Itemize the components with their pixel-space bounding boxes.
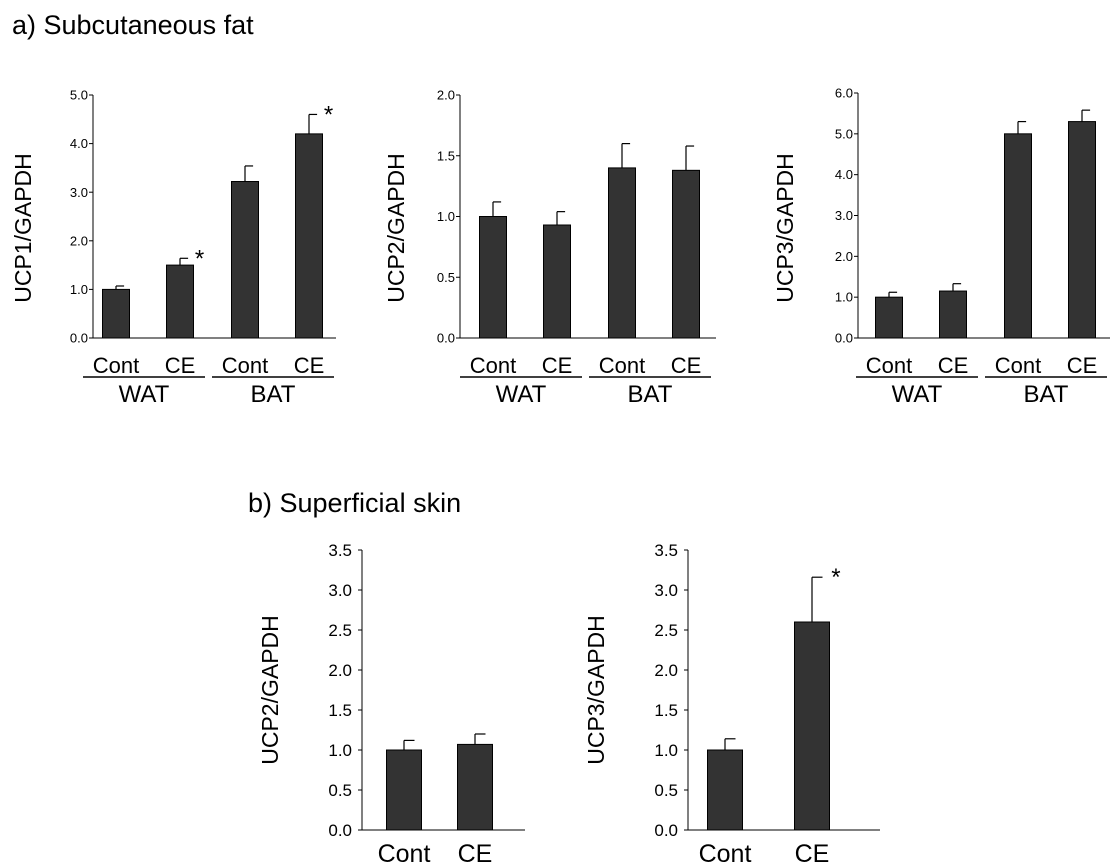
y-axis-label: UCP3/GAPDH (583, 615, 609, 765)
chart-5: 0.0 0.5 1.0 1.5 2.0 2.5 3.0 3.5 UCP3/GAPDH Cont * C… (583, 541, 880, 865)
category-label: CE (1067, 353, 1098, 378)
group-label: BAT (1024, 381, 1069, 408)
group-label: WAT (119, 381, 170, 408)
group-label: BAT (628, 381, 673, 408)
y-axis-label: UCP2/GAPDH (383, 153, 409, 303)
y-tick-label: 0.0 (437, 331, 455, 346)
y-tick-label: 3.0 (835, 208, 853, 223)
category-label: Cont (93, 353, 139, 378)
significance-marker: * (324, 101, 333, 128)
category-label: CE (795, 840, 830, 865)
y-tick-label: 1.5 (654, 701, 678, 720)
y-tick-label: 4.0 (70, 136, 88, 151)
y-tick-label: 0.5 (654, 781, 678, 800)
bar (939, 290, 967, 339)
bar (608, 167, 636, 339)
bar (166, 264, 194, 339)
y-tick-label: 1.0 (835, 290, 853, 305)
bar (1004, 133, 1032, 339)
category-label: CE (542, 353, 573, 378)
bar (295, 133, 323, 339)
bar (1068, 121, 1096, 339)
group-label: BAT (251, 381, 296, 408)
category-label: CE (938, 353, 969, 378)
y-tick-label: 2.0 (835, 249, 853, 264)
y-axis-label: UCP2/GAPDH (257, 615, 283, 765)
y-tick-label: 1.0 (654, 741, 678, 760)
group-label: WAT (892, 381, 943, 408)
y-tick-label: 1.0 (328, 741, 352, 760)
bar (102, 288, 130, 339)
category-label: Cont (378, 840, 431, 865)
chart-4: 0.0 0.5 1.0 1.5 2.0 2.5 3.0 3.5 UCP2/GAPDH Cont CE (257, 541, 525, 865)
category-label: Cont (599, 353, 645, 378)
section-b-title: b) Superficial skin (248, 488, 462, 518)
y-tick-label: 1.5 (328, 701, 352, 720)
category-label: Cont (699, 840, 752, 865)
bar (543, 224, 571, 339)
category-label: CE (165, 353, 196, 378)
section-a-title: a) Subcutaneous fat (12, 10, 254, 40)
category-label: Cont (470, 353, 516, 378)
y-tick-label: 4.0 (835, 167, 853, 182)
y-tick-label: 0.0 (654, 821, 678, 840)
bar (386, 749, 422, 831)
bar (875, 296, 903, 339)
y-tick-label: 5.0 (70, 88, 88, 103)
y-tick-label: 1.5 (437, 148, 455, 163)
bar (479, 216, 507, 339)
category-label: CE (294, 353, 325, 378)
bar (707, 749, 743, 831)
y-tick-label: 2.0 (437, 88, 455, 103)
category-label: Cont (995, 353, 1041, 378)
y-axis-label: UCP3/GAPDH (772, 153, 798, 303)
category-label: Cont (222, 353, 268, 378)
y-tick-label: 3.0 (70, 185, 88, 200)
y-tick-label: 2.5 (654, 621, 678, 640)
y-tick-label: 2.0 (328, 661, 352, 680)
category-label: CE (671, 353, 702, 378)
category-label: CE (458, 840, 493, 865)
y-tick-label: 2.0 (70, 233, 88, 248)
bar (794, 621, 830, 831)
chart-3: 0.0 1.0 2.0 3.0 4.0 5.0 6.0 UCP3/GAPDH Cont CE Con… (772, 86, 1110, 408)
y-tick-label: 0.0 (328, 821, 352, 840)
chart-2: 0.0 0.5 1.0 1.5 2.0 UCP2/GAPDH Cont CE Cont CE WAT… (383, 88, 716, 408)
y-tick-label: 3.5 (654, 541, 678, 560)
y-tick-label: 3.5 (328, 541, 352, 560)
chart-1: 0.0 1.0 2.0 3.0 4.0 5.0 UCP1/GAPDH Cont * CE Cont *… (10, 88, 336, 408)
y-tick-label: 5.0 (835, 126, 853, 141)
y-tick-label: 3.0 (654, 581, 678, 600)
bar (231, 181, 259, 339)
y-tick-label: 6.0 (835, 86, 853, 101)
y-tick-label: 2.0 (654, 661, 678, 680)
y-tick-label: 1.0 (70, 282, 88, 297)
bar (457, 743, 493, 831)
y-axis-label: UCP1/GAPDH (10, 153, 36, 303)
category-label: Cont (866, 353, 912, 378)
group-label: WAT (496, 381, 547, 408)
y-tick-label: 0.5 (328, 781, 352, 800)
significance-marker: * (831, 564, 840, 591)
bar (672, 169, 700, 339)
y-tick-label: 0.5 (437, 270, 455, 285)
y-tick-label: 1.0 (437, 209, 455, 224)
y-tick-label: 3.0 (328, 581, 352, 600)
y-tick-label: 0.0 (835, 331, 853, 346)
significance-marker: * (195, 245, 204, 272)
y-tick-label: 0.0 (70, 331, 88, 346)
y-tick-label: 2.5 (328, 621, 352, 640)
